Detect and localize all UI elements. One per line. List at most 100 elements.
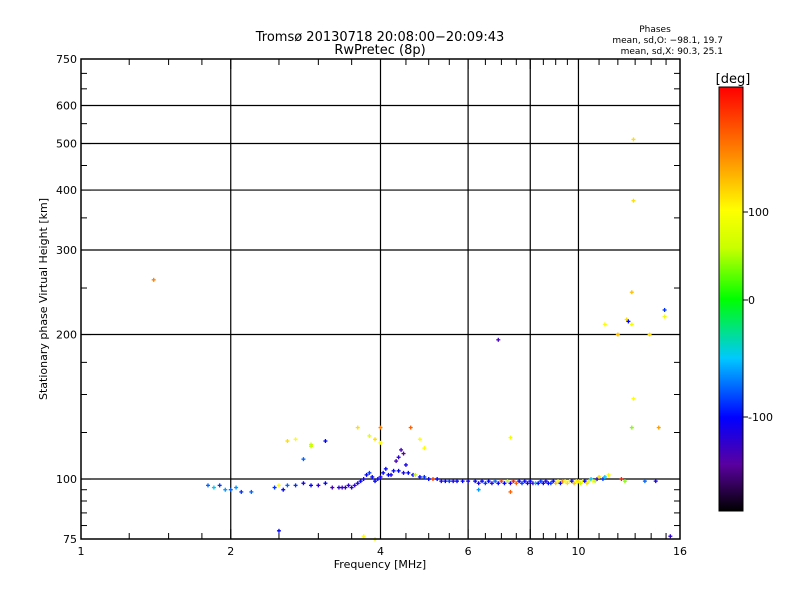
data-point	[629, 290, 634, 295]
colorbar-label: [deg]	[716, 72, 751, 87]
y-tick-label: 100	[56, 473, 77, 486]
x-tick-label: 16	[673, 545, 687, 558]
data-point	[323, 439, 328, 444]
y-tick-label: 300	[56, 244, 77, 257]
data-point	[551, 479, 556, 484]
y-tick-label: 500	[56, 138, 77, 151]
data-point	[631, 396, 636, 401]
data-point	[489, 481, 494, 486]
data-point	[595, 477, 600, 482]
data-point	[383, 466, 388, 471]
data-point	[600, 477, 605, 482]
data-point	[629, 322, 634, 327]
data-point	[528, 479, 533, 484]
data-point	[647, 332, 652, 337]
data-point	[234, 485, 239, 490]
data-point	[597, 474, 602, 479]
data-point	[381, 470, 386, 475]
colorbar-tick-label: -100	[748, 411, 773, 424]
data-point	[406, 470, 411, 475]
data-point	[451, 479, 456, 484]
data-point	[205, 483, 210, 488]
data-point	[378, 425, 383, 430]
data-point	[502, 481, 507, 486]
stats-heading: Phases	[639, 25, 671, 35]
x-tick-label: 1	[78, 545, 85, 558]
data-point	[593, 479, 598, 484]
data-point	[496, 481, 501, 486]
data-point	[378, 440, 383, 445]
y-tick-label: 200	[56, 329, 77, 342]
data-point	[476, 481, 481, 486]
data-point	[352, 483, 357, 488]
data-point	[602, 474, 607, 479]
data-point	[408, 425, 413, 430]
data-point	[558, 481, 563, 486]
data-point	[525, 481, 530, 486]
data-point	[355, 425, 360, 430]
y-tick-label: 750	[56, 53, 77, 66]
data-point	[606, 472, 611, 477]
data-point	[439, 479, 444, 484]
colorbar-tick-label: 100	[748, 206, 769, 219]
chart-subtitle: RwPretec (8p)	[334, 43, 425, 58]
data-point	[361, 534, 366, 539]
data-point	[508, 481, 513, 486]
data-point	[511, 479, 516, 484]
data-point	[228, 487, 233, 492]
data-point	[586, 479, 591, 484]
data-point	[301, 457, 306, 462]
data-point	[249, 489, 254, 494]
data-point	[541, 481, 546, 486]
data-point	[211, 485, 216, 490]
data-point	[391, 468, 396, 473]
data-point	[389, 472, 394, 477]
data-point	[281, 487, 286, 492]
data-point	[578, 481, 583, 486]
stats-x-mode: mean, sd,X: 90.3, 25.1	[621, 47, 723, 57]
y-tick-label: 75	[63, 533, 77, 546]
data-point	[602, 322, 607, 327]
data-point	[656, 425, 661, 430]
colorbar-tick-label: 0	[748, 294, 755, 307]
data-point	[370, 474, 375, 479]
data-point	[361, 477, 366, 482]
data-point	[447, 479, 452, 484]
data-point	[517, 479, 522, 484]
data-point	[435, 477, 440, 482]
data-point	[367, 433, 372, 438]
data-point	[301, 481, 306, 486]
data-point	[576, 479, 581, 484]
data-point	[483, 481, 488, 486]
data-point	[373, 437, 378, 442]
data-point	[455, 479, 460, 484]
data-point	[584, 481, 589, 486]
data-point	[466, 479, 471, 484]
data-point	[443, 479, 448, 484]
data-point	[514, 481, 519, 486]
data-point	[662, 307, 667, 312]
x-tick-label: 6	[465, 545, 472, 558]
data-point	[413, 472, 418, 477]
data-point	[430, 477, 435, 482]
data-point	[151, 277, 156, 282]
data-point	[330, 485, 335, 490]
data-point	[396, 468, 401, 473]
data-point	[569, 479, 574, 484]
data-point	[473, 479, 478, 484]
data-point	[589, 477, 594, 482]
data-point	[378, 474, 383, 479]
data-point	[548, 481, 553, 486]
data-point	[615, 332, 620, 337]
data-point	[293, 437, 298, 442]
data-point	[396, 455, 401, 460]
x-tick-label: 4	[377, 545, 384, 558]
data-point	[403, 462, 408, 467]
data-point	[622, 479, 627, 484]
data-point	[401, 451, 406, 456]
y-axis-label: Stationary phase Virtual Height [km]	[37, 198, 50, 400]
data-point	[293, 483, 298, 488]
data-point	[375, 477, 380, 482]
data-point	[223, 487, 228, 492]
data-point	[394, 459, 399, 464]
